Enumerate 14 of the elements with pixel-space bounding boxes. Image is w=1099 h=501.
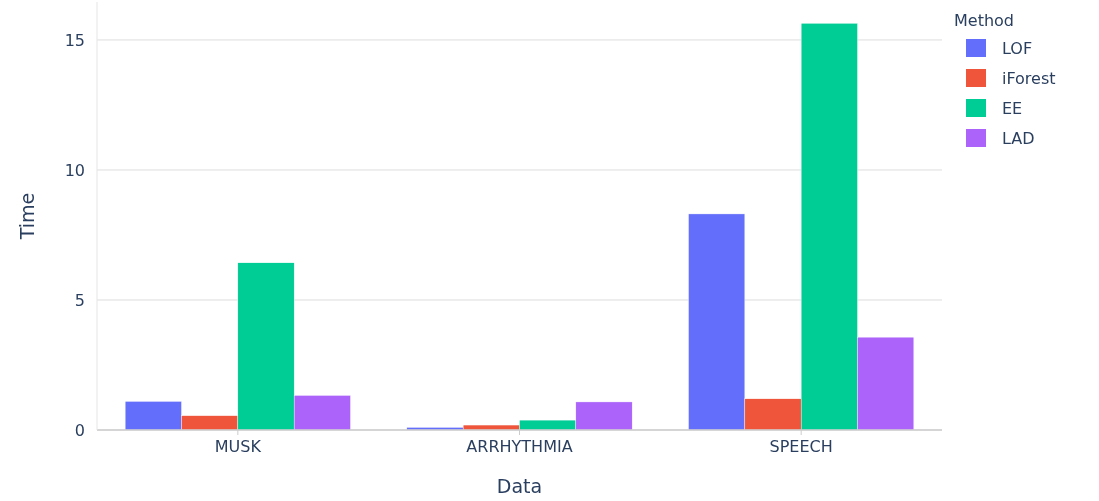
x-tick-label: ARRHYTHMIA bbox=[466, 437, 573, 456]
legend-label: LOF bbox=[1002, 38, 1033, 58]
y-tick-label: 5 bbox=[74, 290, 85, 310]
y-tick-label: 10 bbox=[64, 160, 85, 180]
legend-label: EE bbox=[1002, 98, 1023, 118]
x-tick-label: SPEECH bbox=[769, 437, 833, 456]
y-tick-label: 0 bbox=[74, 420, 85, 440]
legend-label: iForest bbox=[1002, 68, 1056, 88]
legend-title: Method bbox=[954, 11, 1015, 30]
x-axis-title: Data bbox=[496, 475, 543, 497]
y-axis-title: Time bbox=[15, 192, 38, 241]
y-tick-label: 15 bbox=[64, 30, 85, 50]
legend-label: LAD bbox=[1002, 128, 1035, 148]
x-tick-label: MUSK bbox=[214, 437, 262, 456]
